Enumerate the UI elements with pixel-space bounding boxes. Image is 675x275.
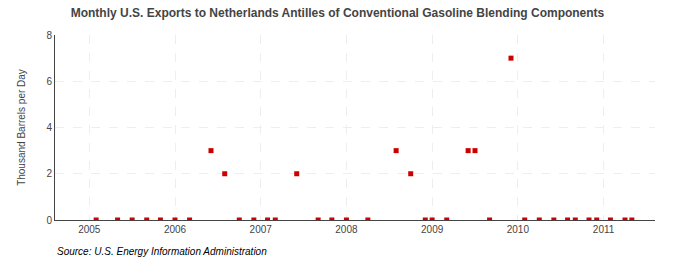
svg-text:Source: U.S. Energy Informatio: Source: U.S. Energy Information Administ… [57,246,267,257]
svg-text:8: 8 [46,30,52,41]
svg-text:0: 0 [46,215,52,226]
svg-text:Thousand Barrels per Day: Thousand Barrels per Day [16,69,27,186]
svg-text:2011: 2011 [593,224,615,235]
svg-text:2006: 2006 [164,224,187,235]
svg-text:2008: 2008 [335,224,358,235]
svg-text:2007: 2007 [250,224,273,235]
svg-text:2009: 2009 [421,224,444,235]
svg-text:2: 2 [46,168,52,179]
svg-text:4: 4 [46,122,52,133]
svg-text:Monthly U.S. Exports to Nether: Monthly U.S. Exports to Netherlands Anti… [71,6,605,20]
svg-text:6: 6 [46,76,52,87]
svg-text:2005: 2005 [78,224,101,235]
svg-text:2010: 2010 [507,224,530,235]
